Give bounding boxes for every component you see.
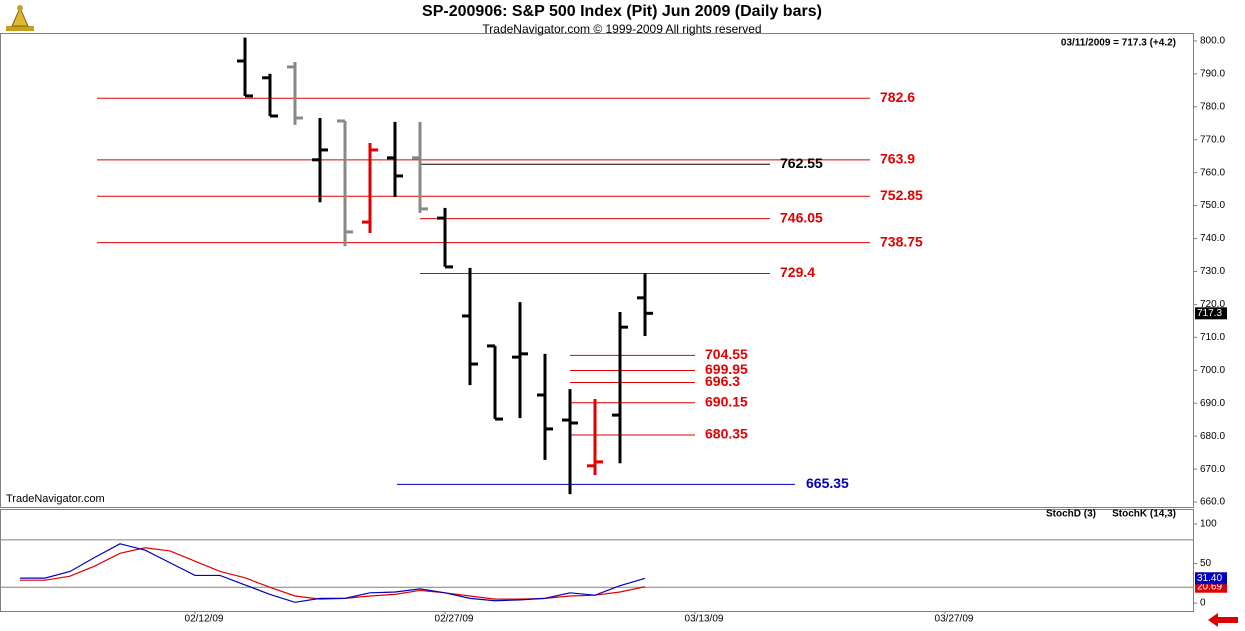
y-tick-label: 690.0 <box>1200 398 1225 409</box>
level-label: 665.35 <box>806 475 849 491</box>
y-tick-label: 780.0 <box>1200 101 1225 112</box>
y-tick-label: 750.0 <box>1200 200 1225 211</box>
value-label: 31.40 <box>1197 573 1222 584</box>
x-tick-label: 03/13/09 <box>685 614 724 625</box>
last-price-tag <box>1195 307 1227 320</box>
level-label: 696.3 <box>705 373 740 389</box>
x-tick-label: 02/27/09 <box>435 614 474 625</box>
level-label: 699.95 <box>705 361 748 377</box>
y-tick-label: 670.0 <box>1200 464 1225 475</box>
x-tick-label: 02/12/09 <box>185 614 224 625</box>
y-tick-label: 760.0 <box>1200 167 1225 178</box>
scroll-arrow[interactable] <box>1208 613 1238 627</box>
level-label: 762.55 <box>780 155 823 171</box>
y-tick-label: 800.0 <box>1200 36 1225 47</box>
y-tick-label: 100 <box>1200 519 1217 530</box>
stoch-line <box>20 543 646 603</box>
x-tick-label: 03/27/09 <box>935 614 974 625</box>
price-panel <box>0 33 1194 508</box>
value-label: 20.69 <box>1197 581 1222 592</box>
value-tag <box>1195 572 1227 585</box>
stoch-panel <box>0 509 1194 612</box>
level-label: 752.85 <box>880 187 923 203</box>
last-price-label: 717.3 <box>1197 308 1222 319</box>
y-tick-label: 710.0 <box>1200 332 1225 343</box>
watermark: TradeNavigator.com <box>6 493 105 505</box>
level-label: 729.4 <box>780 264 815 280</box>
y-tick-label: 720.0 <box>1200 299 1225 310</box>
y-tick-label: 740.0 <box>1200 233 1225 244</box>
y-tick-label: 700.0 <box>1200 365 1225 376</box>
y-tick-label: 770.0 <box>1200 134 1225 145</box>
logo <box>6 5 34 31</box>
y-tick-label: 660.0 <box>1200 497 1225 508</box>
chart-subtitle: TradeNavigator.com © 1999-2009 All right… <box>482 22 761 36</box>
y-tick-label: 680.0 <box>1200 431 1225 442</box>
last-price-note: 03/11/2009 = 717.3 (+4.2) <box>1061 38 1176 49</box>
level-label: 704.55 <box>705 346 748 362</box>
level-label: 738.75 <box>880 233 923 249</box>
legend-entry: StochD (3) <box>1046 509 1096 520</box>
y-tick-label: 730.0 <box>1200 266 1225 277</box>
legend-entry: StochK (14,3) <box>1112 509 1176 520</box>
level-label: 690.15 <box>705 393 748 409</box>
y-tick-label: 790.0 <box>1200 68 1225 79</box>
level-label: 680.35 <box>705 426 748 442</box>
y-tick-label: 0 <box>1200 598 1206 609</box>
level-label: 763.9 <box>880 151 915 167</box>
y-tick-label: 50 <box>1200 558 1212 569</box>
level-label: 782.6 <box>880 89 915 105</box>
chart-title: SP-200906: S&P 500 Index (Pit) Jun 2009 … <box>422 3 822 20</box>
level-label: 746.05 <box>780 209 823 225</box>
